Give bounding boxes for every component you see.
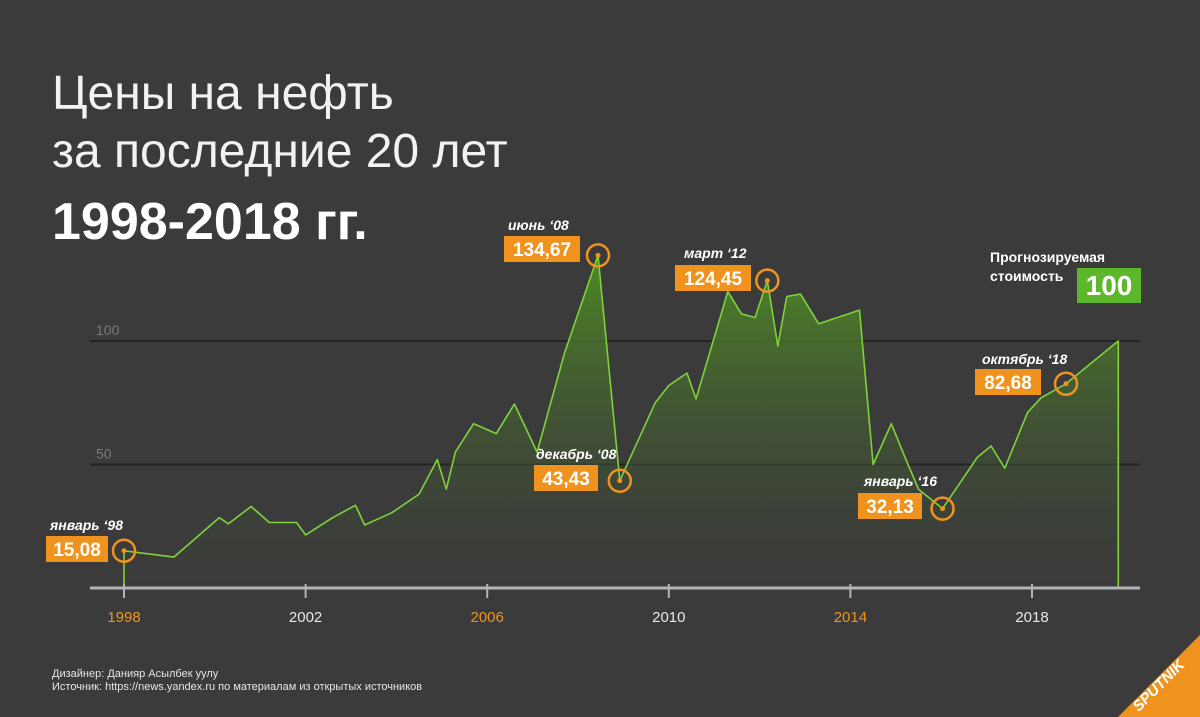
- price-area: [124, 255, 1119, 588]
- annotation-value-box: [675, 265, 751, 291]
- x-tick-label-1998: 1998: [107, 609, 140, 626]
- x-tick-label-2018: 2018: [1015, 609, 1048, 626]
- annotation-value: 32,13: [866, 497, 914, 518]
- designer-credit: Дизайнер: Данияр Асылбек уулу: [52, 668, 219, 680]
- annotation-label: март ‘12: [684, 245, 747, 261]
- forecast-label-line-1: Прогнозируемая: [990, 249, 1106, 265]
- annotation-ring: [1053, 371, 1079, 397]
- annotation-4: 32,13 январь ‘16: [858, 473, 955, 521]
- annotation-0: 15,08 январь ‘98: [46, 517, 137, 564]
- x-tick-label-2002: 2002: [289, 609, 322, 626]
- source-credit: Источник: https://news.yandex.ru по мате…: [52, 681, 423, 693]
- x-tick-label-2010: 2010: [652, 609, 685, 626]
- annotation-dot: [121, 548, 127, 554]
- annotation-2: 43,43 декабрь ‘08: [534, 446, 633, 493]
- page-subtitle: 1998-2018 гг.: [52, 193, 368, 251]
- annotation-dot: [940, 506, 946, 512]
- annotation-label: июнь ‘08: [508, 217, 569, 233]
- annotation-label: декабрь ‘08: [536, 446, 617, 462]
- x-tick-label-2014: 2014: [834, 609, 867, 626]
- annotation-ring: [111, 538, 137, 564]
- annotation-value-box: [534, 465, 598, 491]
- annotation-value-box: [858, 493, 922, 519]
- annotation-value: 82,68: [984, 373, 1032, 394]
- y-tick-label-50: 50: [96, 446, 112, 462]
- credits: Дизайнер: Данияр Асылбек уулу Источник: …: [52, 668, 422, 694]
- x-tick-label-2006: 2006: [471, 609, 504, 626]
- annotation-3: 124,45 март ‘12: [675, 245, 780, 293]
- annotation-ring: [930, 496, 955, 521]
- sputnik-logo: SPUTNIK: [1100, 617, 1200, 717]
- annotation-label: январь ‘98: [49, 517, 123, 533]
- annotation-dot: [764, 278, 770, 284]
- annotation-dot: [1063, 381, 1069, 387]
- annotation-1: 134,67 июнь ‘08: [504, 217, 611, 268]
- annotation-dot: [595, 252, 601, 258]
- page-title-line-1: Цены на нефть: [52, 67, 394, 120]
- annotation-label: январь ‘16: [863, 473, 937, 489]
- forecast-value-badge: 100: [1077, 268, 1141, 303]
- forecast-label: Прогнозируемая стоимость: [990, 248, 1105, 286]
- annotation-value: 134,67: [513, 240, 571, 261]
- annotation-value: 43,43: [542, 469, 590, 490]
- logo-corner-shape: [1118, 635, 1200, 717]
- annotation-value-box: [46, 536, 108, 562]
- annotation-dot: [617, 478, 623, 484]
- annotation-value-box: [504, 236, 580, 262]
- annotation-label: октябрь ‘18: [982, 351, 1067, 367]
- annotation-value: 124,45: [684, 269, 743, 290]
- annotation-5: 82,68 октябрь ‘18: [975, 351, 1079, 397]
- annotation-value: 15,08: [53, 540, 101, 561]
- price-line: [123, 254, 1120, 588]
- forecast-label-line-2: стоимость: [990, 268, 1064, 284]
- page-title-line-2: за последние 20 лет: [52, 125, 508, 178]
- annotation-ring: [585, 243, 611, 268]
- annotation-value-box: [975, 369, 1041, 395]
- y-tick-label-100: 100: [96, 322, 120, 338]
- annotation-ring: [607, 468, 633, 493]
- annotation-ring: [755, 268, 780, 293]
